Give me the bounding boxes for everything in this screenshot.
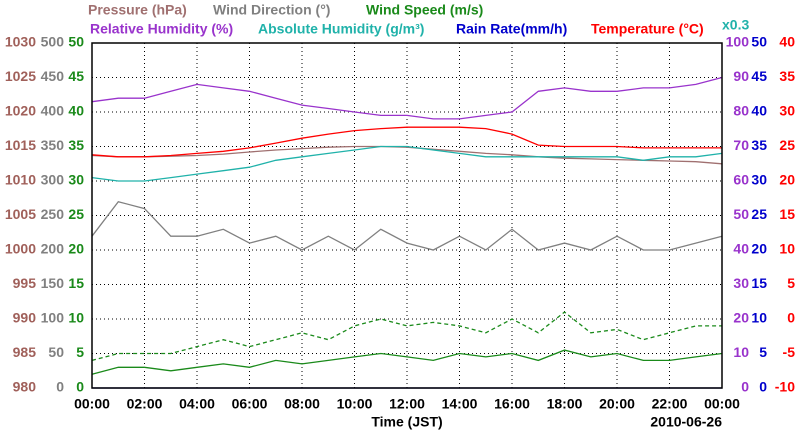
y-tick-label: 25 xyxy=(68,206,84,222)
y-tick-label: 0 xyxy=(76,379,84,395)
y-tick-label: 500 xyxy=(41,34,65,50)
y-tick-label: 0 xyxy=(759,379,767,395)
y-tick-label: 15 xyxy=(751,275,767,291)
y-tick-label: 50 xyxy=(48,344,64,360)
y-tick-label: 450 xyxy=(41,68,65,84)
y-tick-label: 40 xyxy=(733,241,749,257)
y-tick-label: 985 xyxy=(13,344,37,360)
y-tick-label: 35 xyxy=(779,68,795,84)
date-label: 2010-06-26 xyxy=(650,414,722,430)
y-tick-label: 40 xyxy=(68,103,84,119)
series-line xyxy=(91,76,723,120)
legend-pressure: Pressure (hPa) xyxy=(88,2,187,18)
x-tick-label: 04:00 xyxy=(179,396,215,412)
y-tick-label: 35 xyxy=(68,137,84,153)
y-tick-label: 45 xyxy=(751,68,767,84)
series-line xyxy=(91,200,723,251)
x-tick-label: 16:00 xyxy=(494,396,530,412)
y-tick-label: 1015 xyxy=(5,137,36,153)
y-tick-label: 40 xyxy=(779,34,795,50)
y-tick-label: 1010 xyxy=(5,172,36,188)
y-tick-label: 1005 xyxy=(5,206,36,222)
x-tick-label: 22:00 xyxy=(652,396,688,412)
y-tick-label: 10 xyxy=(779,241,795,257)
y-tick-label: 200 xyxy=(41,241,65,257)
y-tick-label: 1000 xyxy=(5,241,36,257)
y-tick-label: 40 xyxy=(751,103,767,119)
y-tick-label: 1030 xyxy=(5,34,36,50)
y-tick-label: 35 xyxy=(751,137,767,153)
series-line xyxy=(91,349,723,375)
x-tick-label: 06:00 xyxy=(232,396,268,412)
legend-wind-speed: Wind Speed (m/s) xyxy=(366,2,483,18)
y-tick-label: 100 xyxy=(41,310,65,326)
y-tick-label: 400 xyxy=(41,103,65,119)
y-tick-label: 990 xyxy=(13,310,37,326)
y-tick-label: 45 xyxy=(68,68,84,84)
y-tick-label: 50 xyxy=(68,34,84,50)
y-tick-label: 20 xyxy=(751,241,767,257)
legend-relative-humidity: Relative Humidity (%) xyxy=(90,21,233,37)
y-tick-label: 80 xyxy=(733,103,749,119)
y-tick-label: -5 xyxy=(783,344,796,360)
series-line xyxy=(91,145,723,165)
y-tick-label: 20 xyxy=(68,241,84,257)
y-tick-label: 0 xyxy=(56,379,64,395)
series-line xyxy=(91,126,722,158)
legend-absolute-humidity: Absolute Humidity (g/m³) xyxy=(258,21,424,37)
y-tick-label: 70 xyxy=(733,137,749,153)
y-tick-label: 50 xyxy=(751,34,767,50)
series-line xyxy=(91,311,722,362)
y-tick-label: 20 xyxy=(733,310,749,326)
y-tick-label: 30 xyxy=(751,172,767,188)
x-tick-label: 02:00 xyxy=(127,396,163,412)
legend-rain-rate: Rain Rate(mm/h) xyxy=(456,21,567,37)
x-tick-label: 08:00 xyxy=(284,396,320,412)
y-tick-label: 980 xyxy=(13,379,37,395)
y-tick-label: 5 xyxy=(759,344,767,360)
y-tick-label: 300 xyxy=(41,172,65,188)
y-tick-label: -10 xyxy=(775,379,795,395)
y-tick-label: 30 xyxy=(68,172,84,188)
y-tick-label: 250 xyxy=(41,206,65,222)
y-tick-label: 25 xyxy=(751,206,767,222)
y-tick-label: 0 xyxy=(741,379,749,395)
legend-temperature: Temperature (°C) xyxy=(591,21,704,37)
y-tick-label: 10 xyxy=(751,310,767,326)
x-tick-label: 00:00 xyxy=(704,396,740,412)
y-tick-label: 15 xyxy=(68,275,84,291)
y-tick-label: 5 xyxy=(787,275,795,291)
plot-frame xyxy=(91,42,723,389)
y-tick-label: 15 xyxy=(779,206,795,222)
y-tick-label: 20 xyxy=(779,172,795,188)
y-tick-label: 90 xyxy=(733,68,749,84)
y-tick-label: 30 xyxy=(733,275,749,291)
x-tick-label: 00:00 xyxy=(74,396,110,412)
y-tick-label: 150 xyxy=(41,275,65,291)
legend-wind-direction: Wind Direction (°) xyxy=(213,2,330,18)
y-tick-label: 25 xyxy=(779,137,795,153)
y-tick-label: 1020 xyxy=(5,103,36,119)
y-tick-label: 100 xyxy=(726,34,750,50)
y-tick-label: 30 xyxy=(779,103,795,119)
x-tick-label: 20:00 xyxy=(599,396,635,412)
x-tick-label: 10:00 xyxy=(337,396,373,412)
y-tick-label: 10 xyxy=(733,344,749,360)
scale-note: x0.3 xyxy=(722,17,749,33)
y-tick-label: 10 xyxy=(68,310,84,326)
x-tick-label: 14:00 xyxy=(442,396,478,412)
y-tick-label: 1025 xyxy=(5,68,36,84)
y-tick-label: 995 xyxy=(13,275,37,291)
y-tick-label: 350 xyxy=(41,137,65,153)
y-tick-label: 50 xyxy=(733,206,749,222)
series-line xyxy=(91,145,723,182)
x-axis-label: Time (JST) xyxy=(371,414,442,430)
x-tick-label: 12:00 xyxy=(389,396,425,412)
y-tick-label: 60 xyxy=(733,172,749,188)
y-tick-label: 0 xyxy=(787,310,795,326)
y-tick-label: 5 xyxy=(76,344,84,360)
x-tick-label: 18:00 xyxy=(547,396,583,412)
